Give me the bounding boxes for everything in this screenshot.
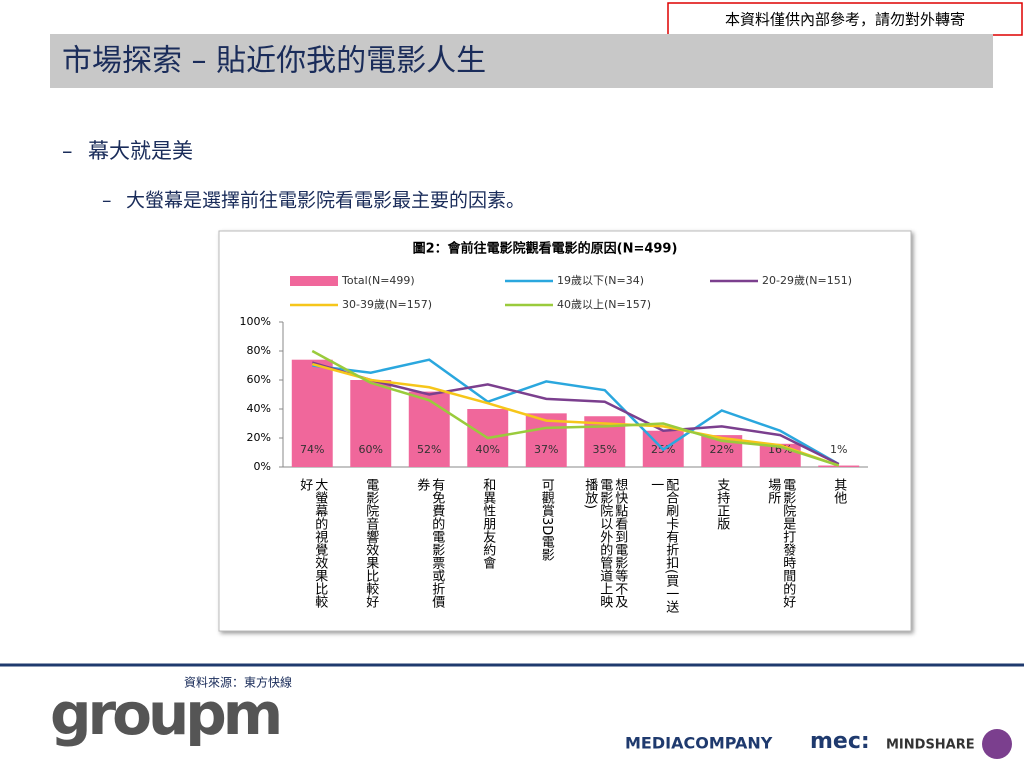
value-label: 52% [417,443,441,456]
x-tick-label: 可觀賞3D電影 [538,478,554,562]
line [311,349,840,467]
x-tick-label: 電影院音響效果比較好 [363,478,379,608]
value-label: 1% [830,443,847,456]
x-tick-label: 配合刷卡有折扣(買一送一 [648,478,679,614]
y-tick-label: 60% [247,373,271,386]
source: 資料來源：東方快線 [184,675,292,690]
value-label: 22% [710,443,734,456]
x-tick-label: 想快點看到電影等不及電影院以外的管道上映播放) [582,478,628,608]
y-tick-label: 100% [240,315,271,328]
value-label: 40% [476,443,500,456]
x-tick-label: 電影院是打發時間的好場所 [765,478,796,608]
bar [291,359,333,467]
line [311,362,840,467]
notice: 本資料僅供內部參考，請勿對外轉寄 [725,11,965,29]
x-tick-label: 支持正版 [714,478,730,530]
bar [408,391,450,467]
value-label: 37% [534,443,558,456]
bar [350,380,392,467]
x-tick-label: 其他 [831,478,847,504]
y-tick-label: 0% [254,460,271,473]
y-tick-label: 20% [247,431,271,444]
y-tick-label: 40% [247,402,271,415]
logo-mindshare: MINDSHARE [886,738,975,753]
legend-label: 19歲以下(N=34) [557,273,644,287]
x-tick-label: 有免費的電影票或折價券 [414,478,445,608]
line [312,358,840,466]
slide-title: 市場探索 – 貼近你我的電影人生 [62,44,486,79]
legend-swatch [290,276,338,286]
logo-mec: mec: [810,729,870,754]
x-tick-label: 和異性朋友約會 [480,478,496,569]
legend-label: 40歲以上(N=157) [557,297,651,311]
line [311,361,840,466]
y-tick-label: 80% [247,344,271,357]
chart-title: 圖2：會前往電影院觀看電影的原因(N=499) [413,241,678,257]
legend-label: Total(N=499) [341,274,415,287]
logo-mediacompany: MEDIACOMPANY [625,734,773,753]
bullet: 大螢幕是選擇前往電影院看電影最主要的因素。 [126,190,525,212]
x-tick-label: 大螢幕的視覺效果比較好 [297,478,328,608]
value-label: 60% [359,443,383,456]
notice-box [667,2,1023,36]
logo-mindshare-mark [982,729,1012,759]
title-bar [50,34,993,88]
bar [818,465,860,467]
legend-label: 30-39歲(N=157) [342,297,432,311]
logo-groupm: groupm [50,680,279,748]
bullet-marker: – [102,190,112,212]
bullet: 幕大就是美 [88,139,193,163]
bullet-marker: – [62,139,73,163]
legend-label: 20-29歲(N=151) [762,273,852,287]
value-label: 74% [300,443,324,456]
value-label: 35% [593,443,617,456]
